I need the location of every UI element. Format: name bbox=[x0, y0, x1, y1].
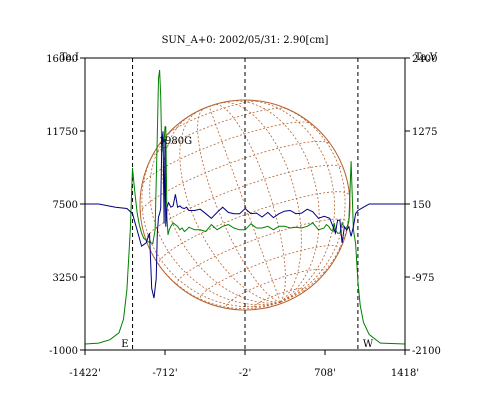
y-left-axis-label: Ta,I bbox=[60, 52, 79, 63]
longitude-line bbox=[179, 110, 281, 303]
active-region-label: 1980G bbox=[159, 136, 192, 147]
y-right-tick-label: 150 bbox=[412, 200, 431, 211]
y-left-tick-label: 3250 bbox=[53, 273, 78, 284]
longitude-line bbox=[219, 102, 302, 303]
x-tick-label: -1422' bbox=[69, 368, 101, 379]
longitude-line bbox=[228, 100, 320, 303]
series-line-stokes-v bbox=[85, 131, 405, 299]
longitude-line bbox=[271, 103, 346, 303]
x-tick-label: 1418' bbox=[391, 368, 419, 379]
y-left-tick-label: 11750 bbox=[46, 127, 78, 138]
latitude-line bbox=[225, 268, 326, 309]
y-right-axis: 2400 1275 150 -975 -2100 bbox=[405, 54, 441, 357]
latitude-line bbox=[166, 100, 261, 136]
longitude-line bbox=[141, 143, 281, 308]
longitude-line bbox=[197, 108, 281, 303]
x-tick-label: 708' bbox=[314, 368, 336, 379]
y-left-tick-label: 7500 bbox=[53, 200, 78, 211]
y-right-tick-label: -2100 bbox=[412, 346, 441, 357]
annotation-layer: 1980G bbox=[159, 136, 192, 147]
y-left-tick-label: -1000 bbox=[49, 346, 78, 357]
x-axis: -1422' -712' -2' 708' 1418' bbox=[69, 350, 419, 379]
series-layer bbox=[84, 69, 406, 345]
solar-disk-grid bbox=[139, 99, 351, 311]
series-line-stokes-i bbox=[84, 69, 406, 345]
latitude-line bbox=[150, 107, 287, 159]
x-tick-label: -2' bbox=[239, 368, 252, 379]
y-right-axis-label: Ta,V bbox=[415, 52, 438, 63]
limb-marker-label: E bbox=[121, 339, 128, 350]
y-right-tick-label: 2400 bbox=[412, 54, 437, 65]
y-right-tick-label: 1275 bbox=[412, 127, 437, 138]
longitude-line bbox=[149, 121, 281, 306]
longitude-line bbox=[162, 114, 281, 304]
longitude-line bbox=[208, 106, 281, 303]
latitude-line bbox=[141, 121, 312, 186]
y-left-tick-label: 16000 bbox=[46, 54, 78, 65]
x-tick-label: -712' bbox=[152, 368, 177, 379]
limb-marker-label: W bbox=[363, 339, 374, 350]
latitude-line bbox=[140, 140, 331, 213]
longitude-line bbox=[214, 104, 286, 303]
longitude-line bbox=[239, 99, 336, 303]
latitude-line bbox=[253, 288, 306, 310]
y-right-tick-label: -975 bbox=[412, 273, 434, 284]
latitude-line bbox=[158, 191, 350, 266]
chart-title: SUN_A+0: 2002/05/31: 2.90[cm] bbox=[162, 35, 329, 46]
y-left-axis: 16000 11750 7500 3250 -1000 bbox=[46, 54, 85, 357]
latitude-line bbox=[199, 245, 341, 302]
longitude-line bbox=[147, 244, 281, 310]
